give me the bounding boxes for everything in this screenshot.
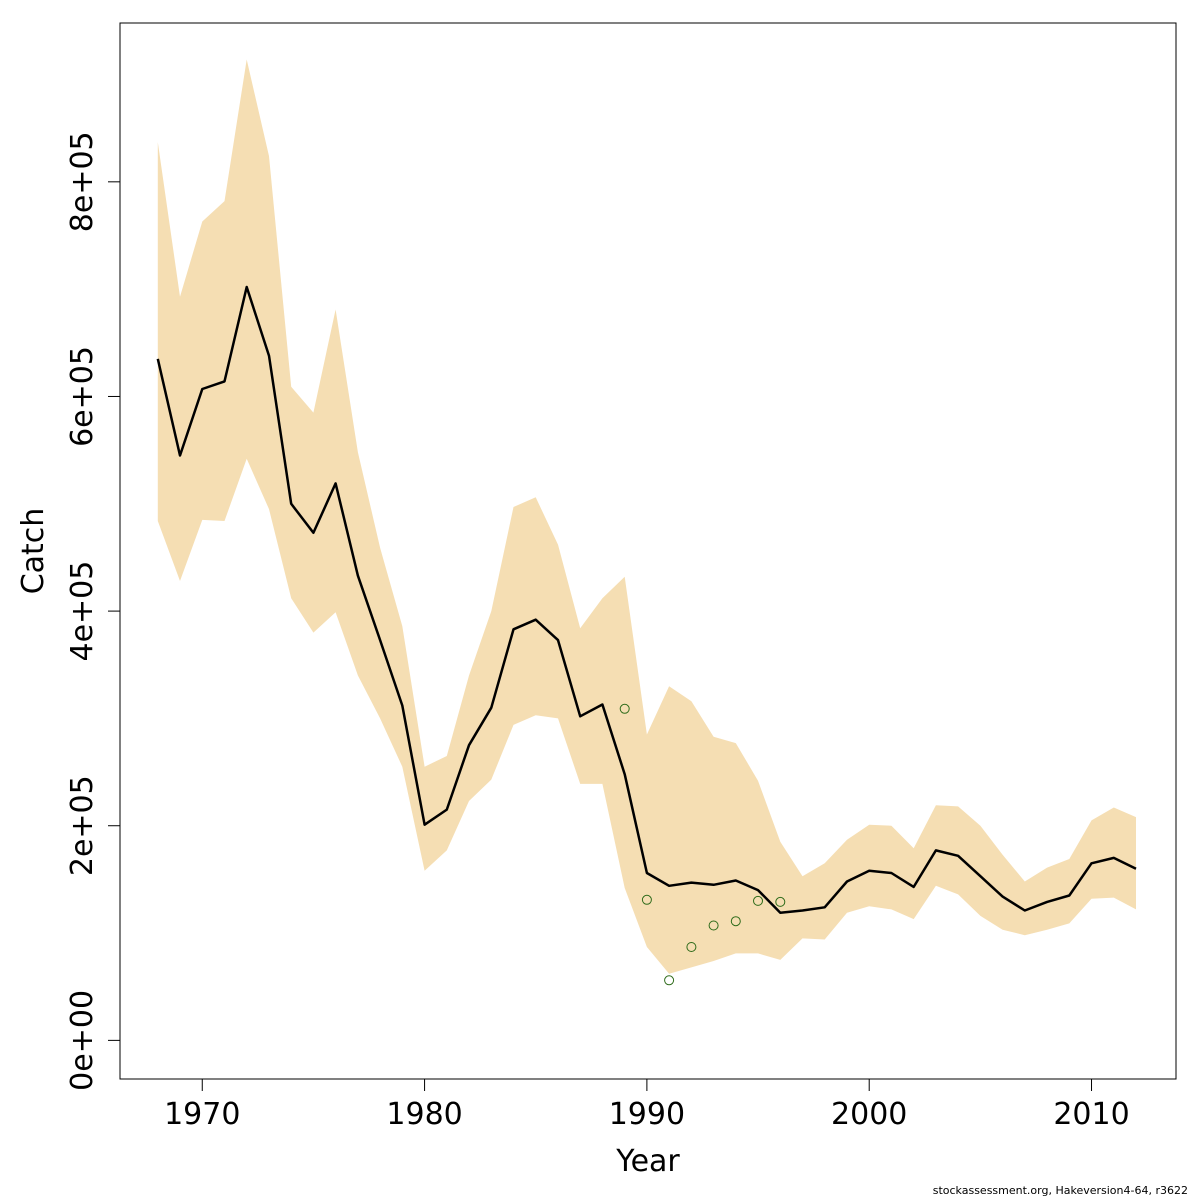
observed-point [641, 894, 652, 905]
y-axis-title: Catch [16, 508, 51, 595]
observed-point [686, 942, 697, 952]
observed-point [753, 895, 763, 906]
plot-frame [119, 22, 1177, 1080]
y-tick-label: 0e+00 [65, 990, 100, 1091]
y-tick-label: 6e+05 [65, 346, 100, 447]
y-tick-label: 4e+05 [65, 561, 100, 662]
x-axis-title: Year [615, 1144, 680, 1179]
observed-point [664, 975, 675, 986]
catch-line-layer [156, 285, 1137, 914]
x-axis: 1970 1980 1990 2000 2010 [164, 1079, 1130, 1132]
x-tick-label: 1970 [164, 1097, 240, 1132]
x-tick-label: 2010 [1053, 1097, 1129, 1132]
observed-point [730, 916, 741, 927]
footer-credit: stockassessment.org, Hakeversion4-64, r3… [932, 1184, 1188, 1197]
catch-line [156, 285, 1137, 914]
x-tick-label: 2000 [831, 1097, 907, 1132]
confidence-band [157, 59, 1137, 974]
y-tick-label: 2e+05 [65, 775, 100, 876]
y-tick-label: 8e+05 [65, 131, 100, 232]
observed-points-layer [619, 703, 786, 986]
x-tick-label: 1980 [386, 1097, 462, 1132]
observed-point [619, 703, 630, 714]
observed-point [708, 920, 719, 931]
confidence-band-layer [157, 59, 1137, 974]
y-axis: 0e+00 2e+05 4e+05 6e+05 8e+05 [65, 131, 120, 1091]
x-tick-label: 1990 [609, 1097, 685, 1132]
observed-point [775, 896, 786, 907]
